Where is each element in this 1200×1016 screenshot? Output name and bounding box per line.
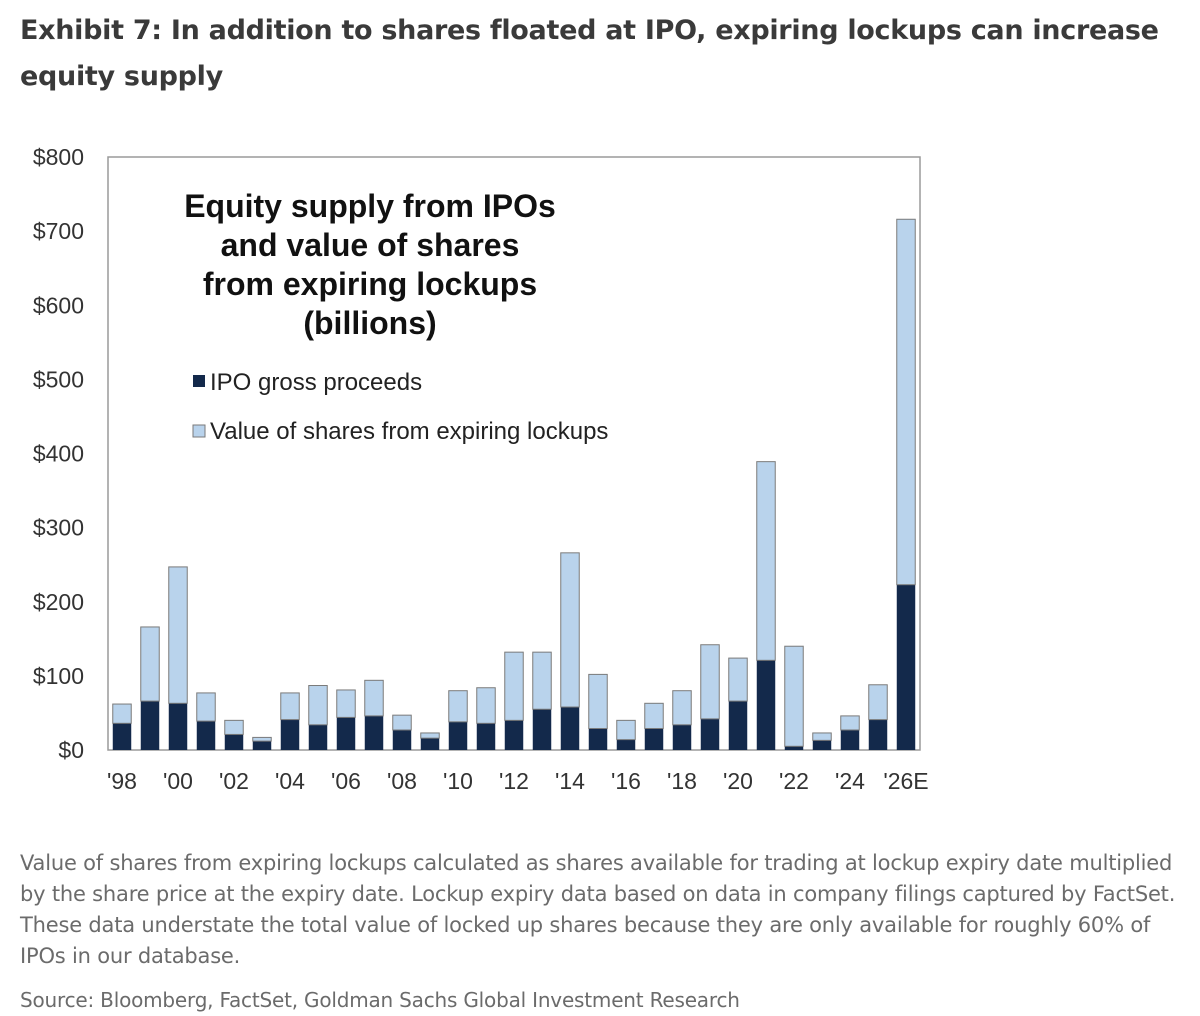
bar-lockup-2007 — [364, 679, 384, 717]
bar-lockup-2000 — [168, 566, 188, 704]
exhibit-title: Exhibit 7: In addition to shares floated… — [20, 15, 1159, 92]
chart-legend: IPO gross proceeds Value of shares from … — [192, 369, 608, 445]
bar-ipo-2007 — [364, 715, 384, 750]
bar-ipo-2025 — [868, 719, 888, 750]
bar-lockup-2026E — [896, 218, 916, 586]
y-tick-label: $600 — [33, 292, 84, 318]
x-tick-label: '20 — [723, 768, 753, 794]
bar-lockup-1998 — [112, 703, 132, 724]
bar-ipo-2001 — [196, 721, 216, 750]
x-tick-label: '24 — [835, 768, 865, 794]
bar-ipo-2002 — [224, 734, 244, 750]
x-tick-label: '16 — [611, 768, 641, 794]
legend-label-lockup: Value of shares from expiring lockups — [210, 418, 608, 445]
bar-lockup-2008 — [392, 714, 412, 731]
bar-lockup-1999 — [140, 626, 160, 702]
bar-lockup-2012 — [504, 651, 524, 721]
bar-ipo-2017 — [644, 728, 664, 750]
y-tick-label: $0 — [58, 737, 84, 763]
x-tick-label: '14 — [555, 768, 585, 794]
bar-lockup-2020 — [728, 657, 748, 702]
bar-ipo-2003 — [252, 741, 272, 750]
x-tick-label: '10 — [443, 768, 473, 794]
bar-ipo-2012 — [504, 720, 524, 750]
bar-ipo-2014 — [560, 707, 580, 750]
bar-ipo-2024 — [840, 729, 860, 750]
legend-label-ipo: IPO gross proceeds — [210, 369, 422, 396]
bar-lockup-2018 — [672, 690, 692, 726]
bar-ipo-2004 — [280, 719, 300, 750]
bar-ipo-2000 — [168, 703, 188, 750]
bar-lockup-2013 — [532, 651, 552, 710]
y-tick-label: $200 — [33, 589, 84, 615]
bar-lockup-2021 — [756, 461, 776, 661]
bar-ipo-2009 — [420, 738, 440, 750]
legend-swatch-lockup — [192, 424, 206, 438]
x-tick-label: '98 — [107, 768, 137, 794]
bar-ipo-2023 — [812, 740, 832, 750]
y-tick-label: $700 — [33, 218, 84, 244]
y-tick-label: $100 — [33, 663, 84, 689]
chart-title: Equity supply from IPOs and value of shar… — [184, 188, 556, 341]
bar-ipo-2013 — [532, 709, 552, 750]
bar-ipo-2005 — [308, 724, 328, 750]
bar-lockup-2015 — [588, 673, 608, 730]
bar-ipo-2016 — [616, 739, 636, 750]
bar-lockup-2010 — [448, 690, 468, 723]
bar-ipo-2006 — [336, 717, 356, 750]
bar-lockup-2001 — [196, 692, 216, 722]
bar-ipo-2026E — [896, 584, 916, 750]
x-tick-label: '06 — [331, 768, 361, 794]
bar-lockup-2011 — [476, 687, 496, 724]
bar-ipo-2020 — [728, 701, 748, 750]
bar-lockup-2023 — [812, 732, 832, 741]
source-note: Source: Bloomberg, FactSet, Goldman Sach… — [20, 988, 740, 1012]
bar-lockup-2022 — [784, 645, 804, 747]
bar-ipo-2021 — [756, 660, 776, 750]
bar-ipo-2018 — [672, 724, 692, 750]
bar-lockup-2009 — [420, 732, 440, 739]
x-tick-label: '04 — [275, 768, 305, 794]
y-tick-label: $300 — [33, 515, 84, 541]
x-tick-label: '26E — [883, 768, 928, 794]
bar-ipo-2011 — [476, 723, 496, 750]
bar-lockup-2019 — [700, 644, 720, 720]
y-tick-label: $400 — [33, 441, 84, 467]
x-tick-label: '18 — [667, 768, 697, 794]
x-tick-label: '00 — [163, 768, 193, 794]
bar-ipo-2019 — [700, 718, 720, 750]
bar-ipo-2008 — [392, 729, 412, 750]
bar-ipo-2015 — [588, 728, 608, 750]
bar-lockup-2017 — [644, 702, 664, 729]
y-tick-label: $500 — [33, 366, 84, 392]
stacked-bar-chart: $0 $100 $200 $300 $400 $500 $600 $700 $800 '98 '0… — [33, 144, 929, 794]
bar-lockup-2016 — [616, 719, 636, 741]
bar-lockup-2002 — [224, 719, 244, 735]
bar-lockup-2004 — [280, 692, 300, 721]
bar-lockup-2025 — [868, 684, 888, 721]
bar-lockup-2024 — [840, 715, 860, 731]
x-tick-label: '08 — [387, 768, 417, 794]
bar-lockup-2003 — [252, 736, 272, 742]
bar-lockup-2014 — [560, 552, 580, 708]
x-tick-label: '12 — [499, 768, 529, 794]
x-tick-label: '02 — [219, 768, 249, 794]
bar-ipo-2010 — [448, 721, 468, 750]
footnote: Value of shares from expiring lockups ca… — [20, 851, 1176, 968]
y-tick-label: $800 — [33, 144, 84, 170]
x-tick-label: '22 — [779, 768, 809, 794]
bar-lockup-2005 — [308, 685, 328, 726]
bar-ipo-1999 — [140, 701, 160, 750]
legend-swatch-ipo — [193, 375, 205, 387]
bar-ipo-1998 — [112, 723, 132, 750]
bar-ipo-2022 — [784, 746, 804, 750]
bar-lockup-2006 — [336, 689, 356, 718]
